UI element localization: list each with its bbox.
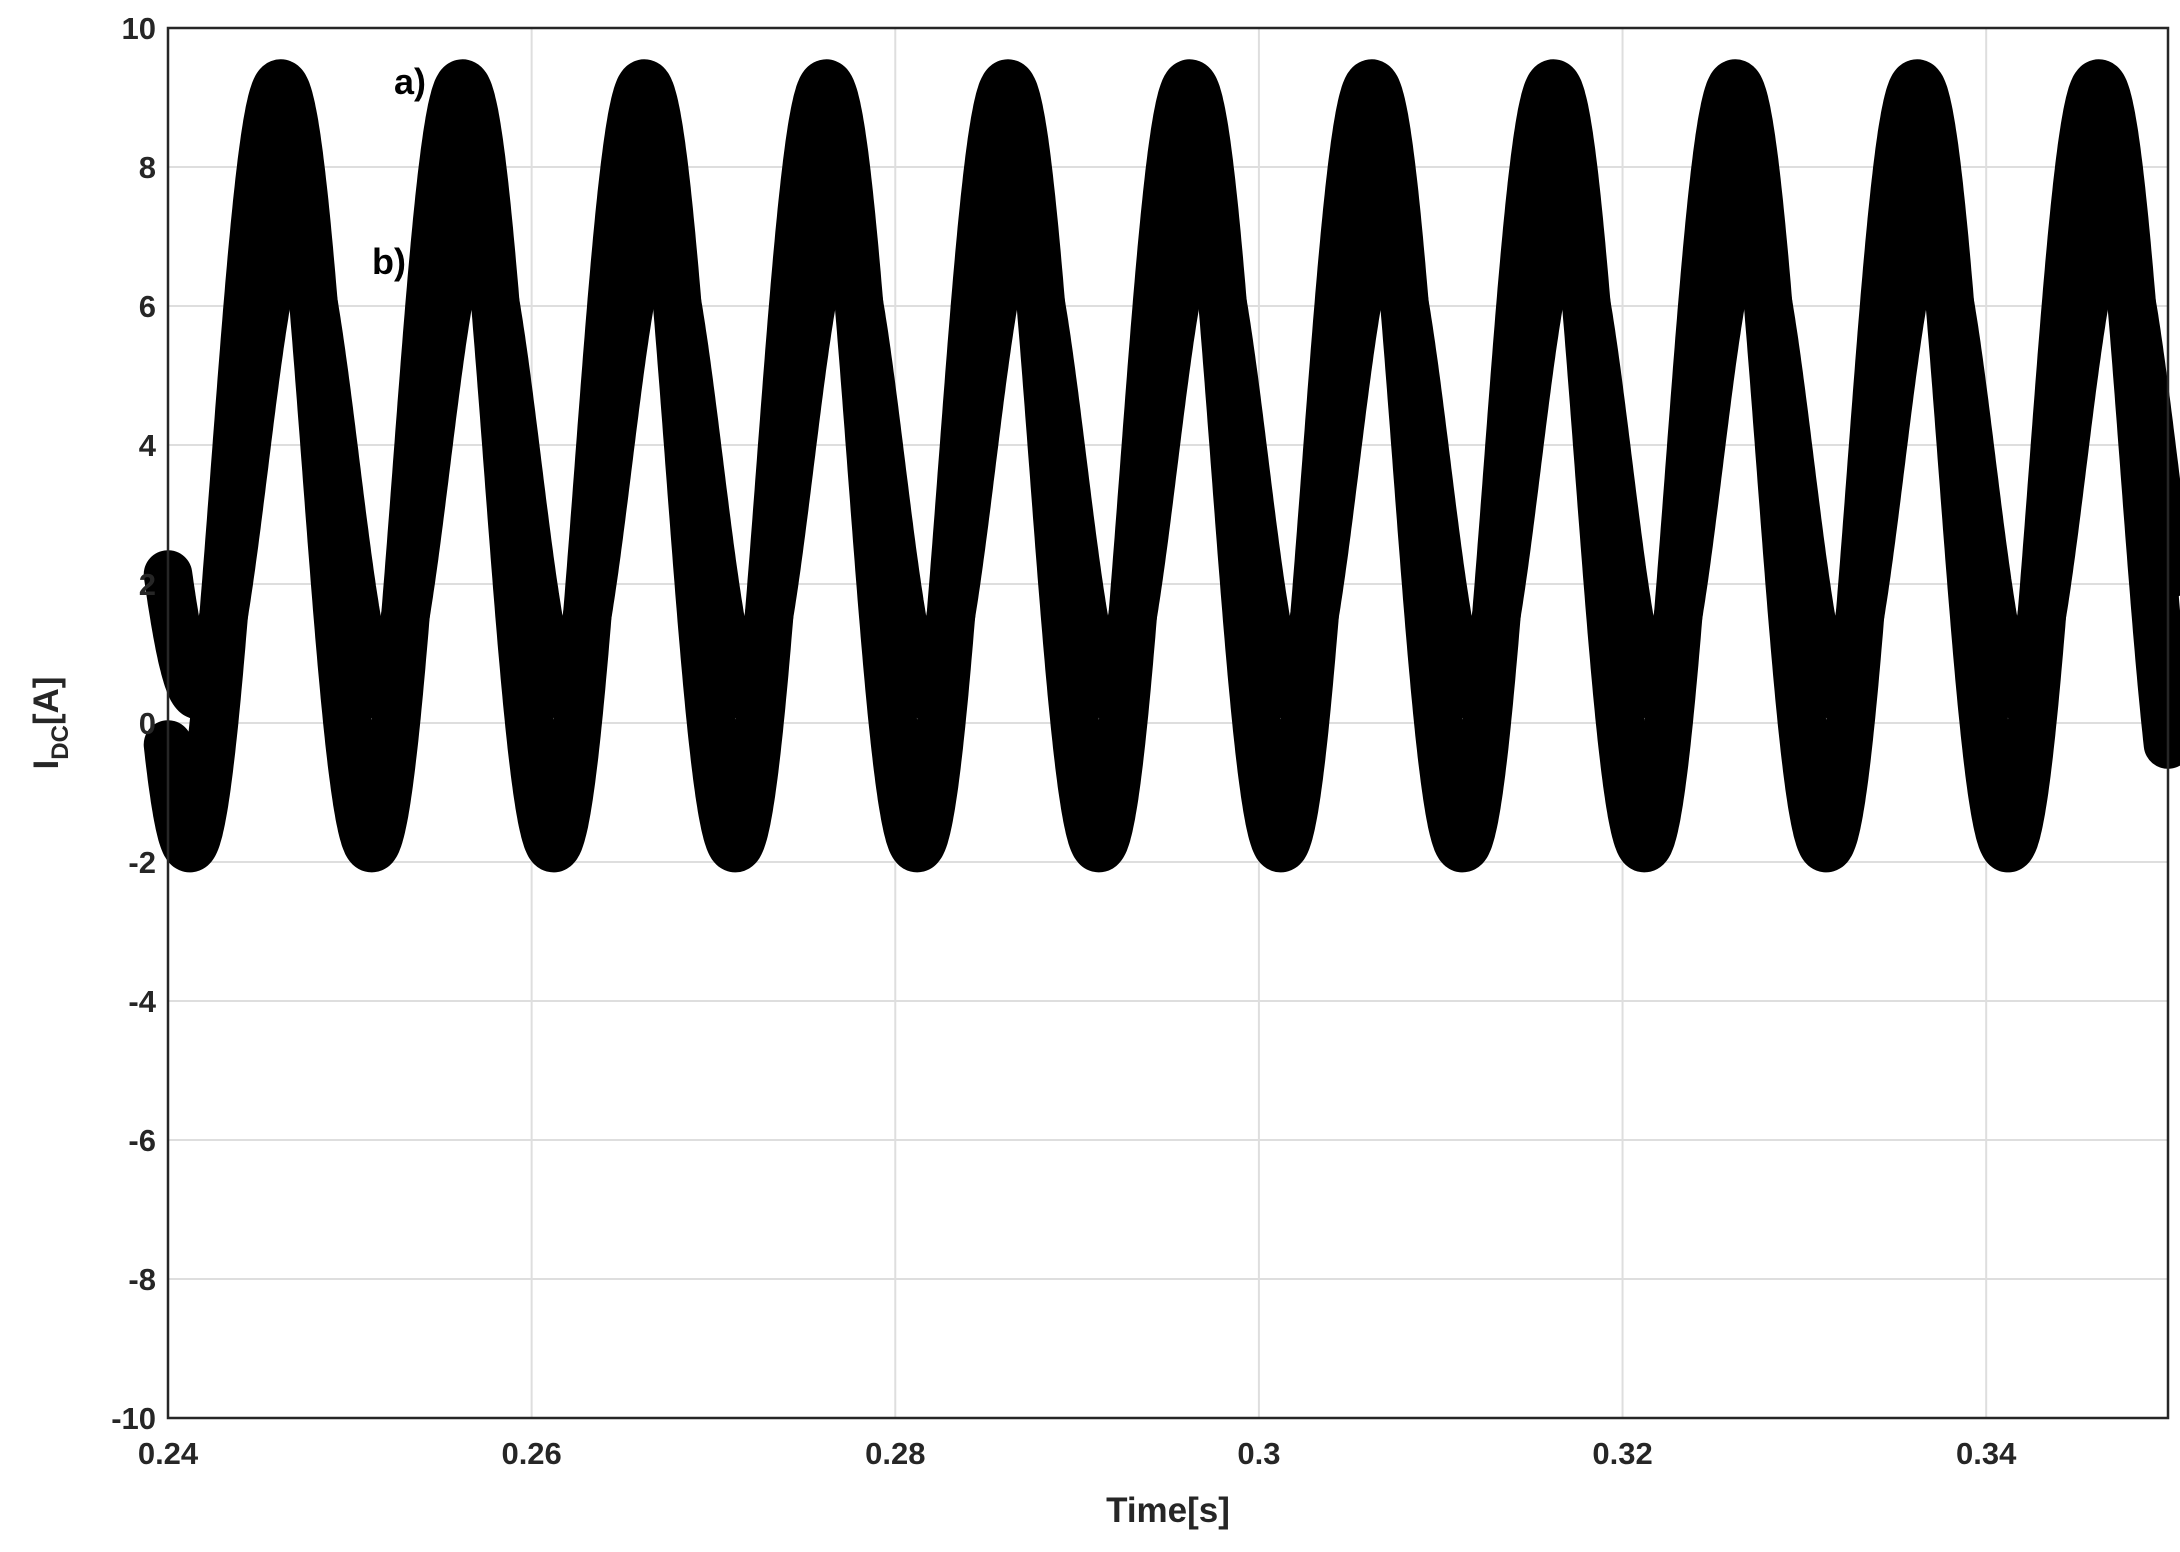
plot-area-frame	[166, 26, 2170, 1420]
y-tick-label-4: -2	[128, 845, 156, 880]
y-tick-label-5: 0	[139, 706, 156, 741]
x-tick-label-4: 0.32	[1592, 1436, 1652, 1471]
series-labels: a) b)	[372, 61, 426, 282]
y-tick-label-9: 8	[139, 150, 156, 185]
x-tick-label-2: 0.28	[865, 1436, 925, 1471]
y-axis-label-subscript: DC	[47, 725, 74, 760]
x-tick-label-3: 0.3	[1237, 1436, 1280, 1471]
series-line-b	[143, 205, 2180, 720]
x-tick-label-1: 0.26	[501, 1436, 561, 1471]
y-axis-label-main: I	[27, 760, 66, 770]
y-tick-label-10: 10	[122, 11, 156, 46]
x-axis-label: Time[s]	[1106, 1491, 1230, 1530]
y-axis-label: IDC[A]	[27, 677, 74, 770]
y-tick-label-2: -6	[128, 1123, 156, 1158]
y-tick-label-0: -10	[111, 1401, 156, 1436]
series-label-a: a)	[394, 61, 426, 102]
y-tick-label-6: 2	[139, 567, 156, 602]
x-tick-label-0: 0.24	[138, 1436, 199, 1471]
y-tick-label-1: -8	[128, 1262, 156, 1297]
tick-labels: 0.24 0.26 0.28 0.3 0.32 0.34 -10 -8 -6 -4 -2 0 2 4 6 8 1…	[111, 11, 2017, 1471]
x-tick-label-5: 0.34	[1956, 1436, 2017, 1471]
y-tick-label-3: -4	[128, 984, 156, 1019]
series-layer	[143, 59, 2180, 873]
y-axis-label-unit: [A]	[27, 677, 66, 726]
y-tick-label-7: 4	[139, 428, 157, 463]
y-tick-label-8: 6	[139, 289, 156, 324]
series-label-b: b)	[372, 241, 406, 282]
